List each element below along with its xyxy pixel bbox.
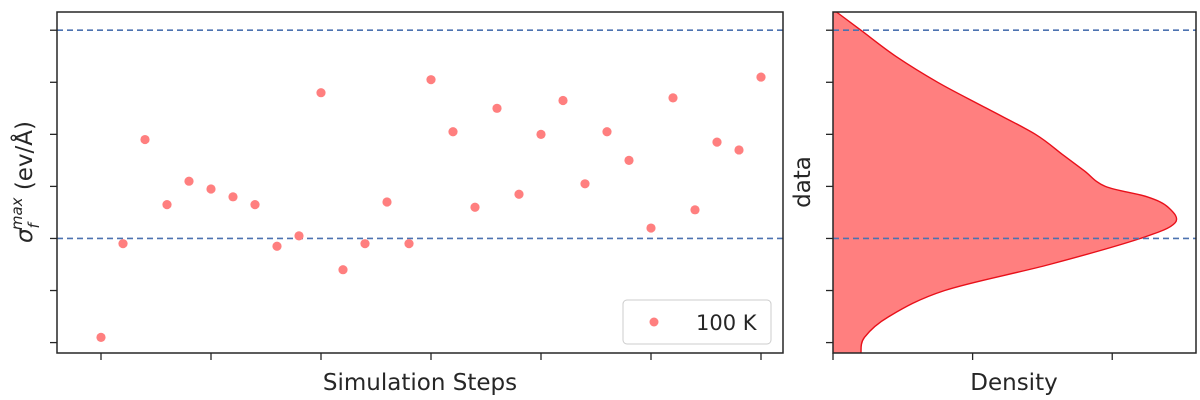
- density-panel: Density data: [790, 11, 1197, 396]
- density-x-axis-label: Density: [970, 370, 1057, 396]
- scatter-point: [690, 205, 700, 215]
- y-axis-label-subscript: f: [25, 220, 43, 228]
- scatter-point: [756, 72, 766, 82]
- scatter-point: [580, 179, 590, 189]
- scatter-point: [272, 241, 282, 251]
- scatter-point: [602, 127, 612, 137]
- legend-box: [622, 299, 772, 345]
- scatter-point: [514, 189, 524, 199]
- scatter-point: [382, 197, 392, 207]
- scatter-point: [250, 200, 260, 210]
- scatter-point: [734, 145, 744, 155]
- density-ticks: [826, 29, 1113, 360]
- scatter-point: [668, 93, 678, 103]
- scatter-point: [118, 239, 128, 249]
- scatter-point: [448, 127, 458, 137]
- y-axis-label: σfmax (ev/Å): [8, 121, 43, 243]
- scatter-point: [140, 134, 150, 145]
- scatter-point: [294, 231, 304, 241]
- density-marks: [833, 11, 1196, 354]
- scatter-point: [360, 239, 370, 249]
- scatter-point: [470, 202, 480, 212]
- legend-label: 100 K: [696, 311, 758, 335]
- y-axis-label-symbol: σ: [12, 227, 38, 243]
- scatter-point: [624, 155, 634, 165]
- scatter-point: [338, 265, 348, 275]
- scatter-point: [536, 129, 546, 139]
- scatter-plot-frame: [56, 11, 784, 354]
- x-axis-label: Simulation Steps: [323, 370, 517, 396]
- scatter-panel: 100 K Simulation Steps σfmax (ev/Å): [8, 11, 784, 396]
- legend: 100 K: [622, 299, 772, 345]
- scatter-point: [228, 192, 238, 202]
- y-axis-label-unit: (ev/Å): [10, 121, 38, 198]
- density-curve: [836, 11, 1178, 354]
- scatter-point: [492, 103, 502, 113]
- scatter-point: [404, 239, 414, 249]
- scatter-marks: [57, 29, 783, 342]
- scatter-point: [184, 176, 194, 186]
- scatter-ticks: [50, 29, 762, 360]
- y-axis-label-superscript: max: [8, 197, 26, 230]
- scatter-point: [558, 95, 568, 106]
- density-area: [833, 12, 1177, 353]
- scatter-point: [712, 137, 722, 147]
- density-y-axis-label: data: [790, 156, 816, 208]
- scatter-point: [162, 200, 172, 210]
- legend-marker: [649, 317, 659, 327]
- scatter-point: [426, 75, 436, 85]
- scatter-point: [96, 332, 106, 342]
- density-plot-frame: [832, 11, 1197, 354]
- scatter-point: [316, 88, 326, 98]
- scatter-point: [646, 223, 656, 233]
- scatter-point: [206, 184, 216, 194]
